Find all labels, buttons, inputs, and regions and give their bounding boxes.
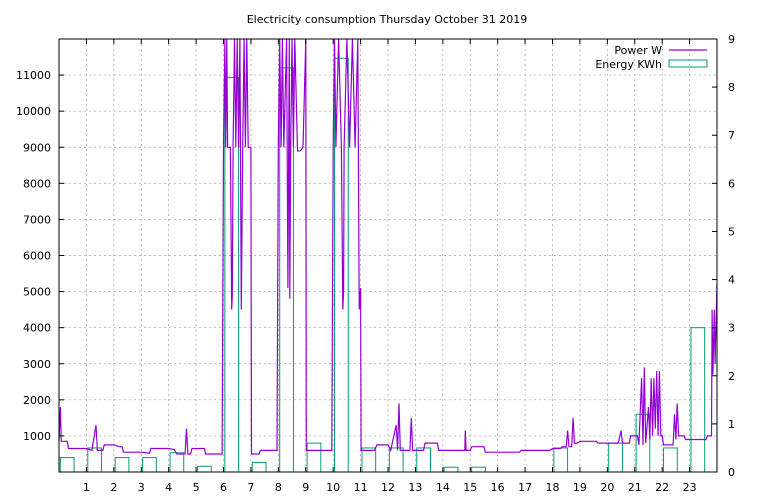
y-tick-label: 9000 bbox=[23, 141, 51, 154]
y-tick-label: 4000 bbox=[23, 322, 51, 335]
y2-tick-label: 0 bbox=[728, 466, 735, 479]
y-tick-label: 6000 bbox=[23, 250, 51, 263]
legend-label-energy: Energy KWh bbox=[595, 58, 662, 71]
chart-title: Electricity consumption Thursday October… bbox=[247, 13, 528, 26]
energy-bar bbox=[388, 447, 404, 473]
x-tick-label: 17 bbox=[518, 481, 532, 494]
y-tick-label: 1000 bbox=[23, 430, 51, 443]
energy-bar bbox=[361, 447, 377, 473]
energy-bar bbox=[553, 447, 569, 473]
y2-tick-label: 7 bbox=[728, 129, 735, 142]
x-tick-label: 9 bbox=[302, 481, 309, 494]
energy-bar bbox=[142, 457, 157, 473]
energy-bar bbox=[443, 466, 459, 473]
y2-tick-label: 5 bbox=[728, 225, 735, 238]
x-tick-label: 21 bbox=[628, 481, 642, 494]
x-tick-label: 20 bbox=[600, 481, 614, 494]
x-tick-label: 10 bbox=[326, 481, 340, 494]
y2-tick-label: 4 bbox=[728, 274, 735, 287]
y2-tick-label: 9 bbox=[728, 33, 735, 46]
x-axis: 1 2 3 4 5 6 7 8 9 10 11 12 13 14 15 16 17 18 19 20 21 22 23 bbox=[83, 39, 697, 494]
energy-bar bbox=[471, 466, 486, 473]
energy-bar bbox=[608, 442, 623, 473]
energy-bar bbox=[663, 447, 678, 473]
legend: Power W Energy KWh bbox=[595, 44, 708, 71]
x-tick-label: 2 bbox=[110, 481, 117, 494]
x-tick-label: 3 bbox=[138, 481, 145, 494]
x-tick-label: 19 bbox=[573, 481, 587, 494]
x-tick-label: 14 bbox=[436, 481, 450, 494]
energy-bars bbox=[59, 57, 706, 473]
x-tick-label: 18 bbox=[546, 481, 560, 494]
energy-bar bbox=[114, 457, 130, 473]
x-tick-label: 15 bbox=[463, 481, 477, 494]
energy-bar bbox=[59, 457, 75, 473]
y-tick-label: 2000 bbox=[23, 394, 51, 407]
energy-bar bbox=[196, 465, 212, 473]
energy-bar bbox=[306, 442, 322, 473]
x-tick-label: 13 bbox=[408, 481, 422, 494]
legend-swatch-energy bbox=[668, 59, 708, 68]
y2-tick-label: 2 bbox=[728, 370, 735, 383]
x-tick-label: 12 bbox=[381, 481, 395, 494]
y2-tick-label: 8 bbox=[728, 81, 735, 94]
y2-tick-label: 1 bbox=[728, 418, 735, 431]
y2-tick-label: 3 bbox=[728, 322, 735, 335]
y-tick-label: 7000 bbox=[23, 213, 51, 226]
power-series bbox=[58, 38, 718, 455]
energy-bar bbox=[169, 452, 185, 473]
x-tick-label: 22 bbox=[655, 481, 669, 494]
y-tick-label: 11000 bbox=[16, 69, 51, 82]
x-tick-label: 1 bbox=[83, 481, 90, 494]
y-axis-right: 0 1 2 3 4 5 6 7 8 9 bbox=[712, 33, 735, 479]
y2-tick-label: 6 bbox=[728, 177, 735, 190]
energy-bar bbox=[690, 327, 706, 473]
x-tick-label: 23 bbox=[683, 481, 697, 494]
x-tick-label: 7 bbox=[247, 481, 254, 494]
x-tick-label: 6 bbox=[220, 481, 227, 494]
x-tick-label: 5 bbox=[193, 481, 200, 494]
x-tick-label: 11 bbox=[354, 481, 368, 494]
y-axis-left: 1000 2000 3000 4000 5000 6000 7000 8000 9000 1000… bbox=[16, 69, 64, 443]
legend-label-power: Power W bbox=[614, 44, 662, 57]
y-tick-label: 3000 bbox=[23, 358, 51, 371]
y-tick-label: 8000 bbox=[23, 177, 51, 190]
x-tick-label: 16 bbox=[491, 481, 505, 494]
y-tick-label: 5000 bbox=[23, 286, 51, 299]
x-tick-label: 4 bbox=[165, 481, 172, 494]
y-tick-label: 10000 bbox=[16, 105, 51, 118]
power-line bbox=[58, 38, 718, 455]
energy-bar bbox=[87, 447, 102, 473]
energy-bar bbox=[251, 461, 267, 473]
energy-bar bbox=[416, 447, 431, 473]
x-tick-label: 8 bbox=[275, 481, 282, 494]
grid bbox=[59, 39, 717, 472]
